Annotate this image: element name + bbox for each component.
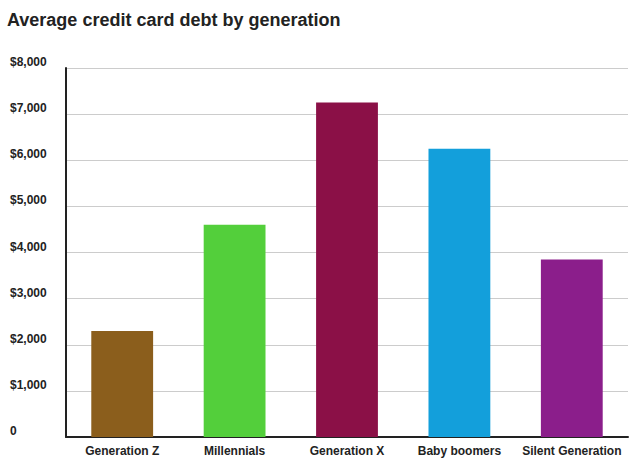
svg-text:Generation X: Generation X: [310, 444, 385, 458]
svg-text:Average credit card debt by ge: Average credit card debt by generation: [7, 10, 340, 30]
svg-text:$2,000: $2,000: [10, 332, 47, 346]
svg-text:$5,000: $5,000: [10, 193, 47, 207]
svg-text:Millennials: Millennials: [204, 444, 266, 458]
svg-text:0: 0: [10, 424, 17, 438]
svg-text:Silent Generation: Silent Generation: [522, 444, 621, 458]
svg-text:$1,000: $1,000: [10, 378, 47, 392]
svg-text:$6,000: $6,000: [10, 147, 47, 161]
svg-text:$3,000: $3,000: [10, 286, 47, 300]
svg-text:$8,000: $8,000: [10, 55, 47, 69]
svg-text:$7,000: $7,000: [10, 101, 47, 115]
svg-text:$4,000: $4,000: [10, 240, 47, 254]
svg-text:Generation Z: Generation Z: [85, 444, 159, 458]
svg-text:Baby boomers: Baby boomers: [418, 444, 502, 458]
